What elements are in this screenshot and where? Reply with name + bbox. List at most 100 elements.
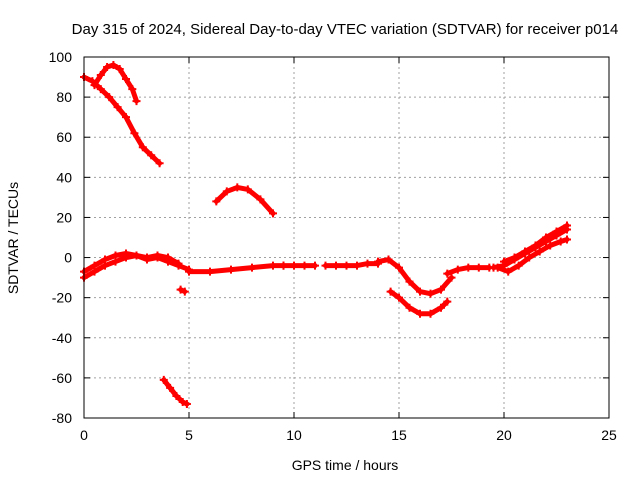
data-point-arc-12 — [443, 297, 452, 306]
data-point-arc-9 — [300, 261, 309, 270]
data-point-arc-12 — [405, 303, 414, 312]
data-point-arc-2 — [96, 71, 105, 80]
data-point-arc-12 — [426, 309, 435, 318]
data-point-arc-12 — [395, 293, 403, 302]
y-axis-label: SDTVAR / TECUs — [5, 182, 21, 294]
data-point-arc-7 — [174, 259, 183, 268]
data-point-arc-1 — [113, 103, 122, 112]
data-point-arc-11 — [426, 289, 435, 298]
series-arc-15 — [495, 237, 570, 275]
data-point-arc-1 — [96, 85, 105, 94]
data-point-arc-7 — [101, 255, 109, 264]
data-point-arc-5 — [233, 183, 242, 192]
data-point-arc-2 — [90, 81, 99, 90]
data-point-arc-7 — [90, 261, 99, 270]
axis-ticks: 0 5 10 15 20 25 -80 -60 -40 -20 0 20 40 60 80 100 — [49, 49, 617, 443]
x-tick-label: 20 — [496, 427, 512, 443]
data-point-arc-7 — [153, 251, 162, 260]
data-point-arc-7 — [143, 253, 151, 262]
data-point-arc-5 — [212, 197, 221, 206]
y-tick-label: 100 — [49, 49, 73, 65]
data-point-arc-7 — [122, 249, 130, 258]
data-point-arc-12 — [437, 303, 445, 312]
data-point-arc-16 — [563, 221, 571, 230]
data-point-arc-8 — [206, 267, 214, 276]
data-point-arc-7 — [111, 251, 120, 260]
x-tick-label: 10 — [286, 427, 302, 443]
y-tick-label: 20 — [56, 209, 72, 225]
data-point-arc-5 — [243, 185, 252, 194]
data-point-arc-11 — [447, 273, 456, 282]
data-point-arc-1 — [138, 143, 147, 152]
data-point-arc-2 — [122, 75, 130, 84]
data-point-arc-3 — [182, 399, 191, 408]
y-tick-label: 40 — [56, 169, 72, 185]
data-point-arc-4 — [176, 285, 185, 294]
data-point-arc-5 — [269, 209, 277, 218]
data-point-arc-1 — [155, 159, 164, 168]
data-point-arc-3 — [166, 383, 175, 392]
data-point-arc-3 — [172, 391, 181, 400]
data-point-arc-16 — [500, 257, 508, 266]
data-point-arc-13 — [443, 269, 452, 278]
x-tick-label: 0 — [80, 427, 88, 443]
y-tick-label: -20 — [52, 290, 72, 306]
data-point-arc-8 — [269, 261, 277, 270]
data-point-arc-16 — [521, 247, 529, 256]
data-point-arc-16 — [531, 241, 540, 250]
y-tick-label: -60 — [52, 370, 72, 386]
data-point-arc-1 — [147, 151, 156, 160]
y-tick-label: -40 — [52, 330, 72, 346]
data-point-arc-3 — [178, 397, 187, 406]
y-tick-label: -80 — [52, 410, 72, 426]
data-point-arc-2 — [103, 63, 112, 72]
data-point-arc-2 — [109, 61, 118, 70]
data-point-arc-1 — [105, 93, 114, 102]
data-point-arc-8 — [248, 263, 256, 272]
data-point-arc-15 — [546, 241, 555, 250]
data-point-arc-11 — [416, 287, 424, 296]
data-point-arc-2 — [132, 97, 141, 106]
data-point-arc-7 — [132, 251, 141, 260]
data-point-arc-2 — [115, 65, 124, 74]
data-point-arc-13 — [464, 263, 473, 272]
x-tick-label: 15 — [391, 427, 407, 443]
data-point-arc-15 — [514, 261, 523, 270]
plot-frame — [83, 56, 610, 419]
data-point-arc-10 — [332, 261, 340, 270]
y-tick-label: 0 — [64, 250, 72, 266]
grid-lines — [84, 57, 609, 418]
x-tick-label: 5 — [185, 427, 193, 443]
data-point-arc-15 — [504, 267, 513, 276]
data-point-arc-10 — [342, 261, 351, 270]
x-tick-label: 25 — [601, 427, 617, 443]
data-point-arc-11 — [384, 255, 393, 264]
data-point-arc-9 — [311, 261, 319, 270]
series-arc-7 — [81, 251, 181, 275]
data-point-arc-10 — [353, 261, 361, 270]
data-series — [80, 61, 571, 408]
data-point-arc-16 — [552, 227, 561, 236]
data-point-arc-10 — [363, 259, 372, 268]
data-point-arc-11 — [374, 257, 382, 266]
data-point-arc-1 — [130, 129, 139, 138]
y-tick-label: 60 — [56, 129, 72, 145]
series-arc-2 — [92, 62, 139, 104]
data-point-arc-11 — [437, 285, 445, 294]
data-point-arc-2 — [128, 85, 137, 94]
data-point-arc-16 — [510, 253, 519, 262]
data-point-arc-15 — [493, 263, 502, 272]
data-point-arc-3 — [159, 375, 168, 384]
data-point-arc-13 — [453, 265, 462, 274]
data-point-arc-10 — [321, 261, 330, 270]
data-point-arc-16 — [542, 233, 550, 242]
data-point-arc-11 — [405, 277, 414, 286]
data-point-arc-4 — [180, 287, 189, 296]
series-arc-1 — [81, 74, 163, 166]
data-point-arc-11 — [395, 263, 403, 272]
data-point-arc-1 — [122, 113, 130, 122]
data-point-arc-15 — [525, 253, 534, 262]
x-axis-label: GPS time / hours — [292, 457, 399, 473]
data-point-arc-15 — [535, 247, 544, 256]
